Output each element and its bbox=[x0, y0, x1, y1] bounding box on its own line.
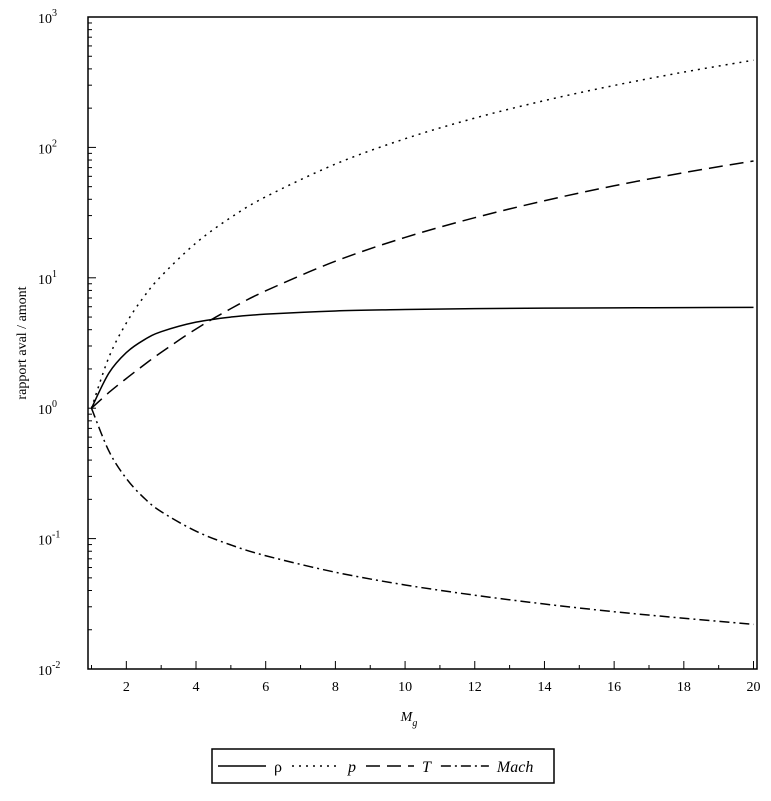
x-tick-label: 20 bbox=[747, 680, 761, 695]
x-ticks: 2 4 6 8 10 12 14 16 18 20 bbox=[90, 661, 761, 695]
y-tick-base: 10 bbox=[38, 403, 52, 418]
y-tick-label: 10-2 bbox=[38, 660, 60, 679]
y-axis-title: rapport aval / amont bbox=[15, 286, 30, 399]
y-tick-label: 10-1 bbox=[38, 530, 60, 549]
y-tick-exponent: -2 bbox=[52, 660, 60, 671]
y-tick-exponent: 2 bbox=[52, 138, 57, 149]
x-tick-label: 6 bbox=[262, 680, 269, 695]
series-line-Mach bbox=[90, 407, 754, 626]
legend-items: ρ p T Mach bbox=[218, 759, 533, 776]
y-tick-label: 102 bbox=[38, 138, 57, 157]
y-tick-base: 10 bbox=[38, 534, 52, 549]
y-tick-exponent: 3 bbox=[52, 8, 57, 19]
series-line-ρ bbox=[90, 306, 754, 409]
x-tick-label: 14 bbox=[537, 680, 551, 695]
legend-label-T: T bbox=[422, 759, 432, 776]
y-tick-base: 10 bbox=[38, 142, 52, 157]
series-line-T bbox=[90, 160, 754, 409]
y-tick-label: 103 bbox=[38, 8, 57, 27]
y-tick-base: 10 bbox=[38, 664, 52, 679]
x-tick-label: 10 bbox=[398, 680, 412, 695]
legend-label-p: p bbox=[347, 759, 356, 776]
x-tick-label: 18 bbox=[677, 680, 691, 695]
series-lines bbox=[90, 59, 754, 626]
y-tick-label: 100 bbox=[38, 399, 57, 418]
x-axis-title-main: M bbox=[400, 710, 414, 725]
plot-border bbox=[87, 16, 758, 670]
legend-label-ρ: ρ bbox=[274, 759, 282, 776]
x-tick-label: 2 bbox=[123, 680, 130, 695]
x-axis-title-sub: g bbox=[412, 718, 417, 729]
y-tick-label: 101 bbox=[38, 269, 57, 288]
y-tick-exponent: 0 bbox=[52, 399, 57, 410]
x-tick-label: 16 bbox=[607, 680, 621, 695]
y-tick-base: 10 bbox=[38, 273, 52, 288]
legend: ρ p T Mach bbox=[211, 748, 555, 784]
y-tick-exponent: 1 bbox=[52, 269, 57, 280]
y-tick-base: 10 bbox=[38, 12, 52, 27]
legend-label-Mach: Mach bbox=[496, 759, 533, 776]
series-line-p bbox=[90, 59, 754, 409]
x-axis-title: Mg bbox=[400, 710, 418, 729]
y-tick-exponent: -1 bbox=[52, 530, 60, 541]
plot-frame bbox=[87, 16, 758, 670]
legend-box bbox=[211, 748, 555, 784]
x-tick-label: 12 bbox=[468, 680, 482, 695]
x-tick-label: 4 bbox=[193, 680, 200, 695]
x-tick-label: 8 bbox=[332, 680, 339, 695]
